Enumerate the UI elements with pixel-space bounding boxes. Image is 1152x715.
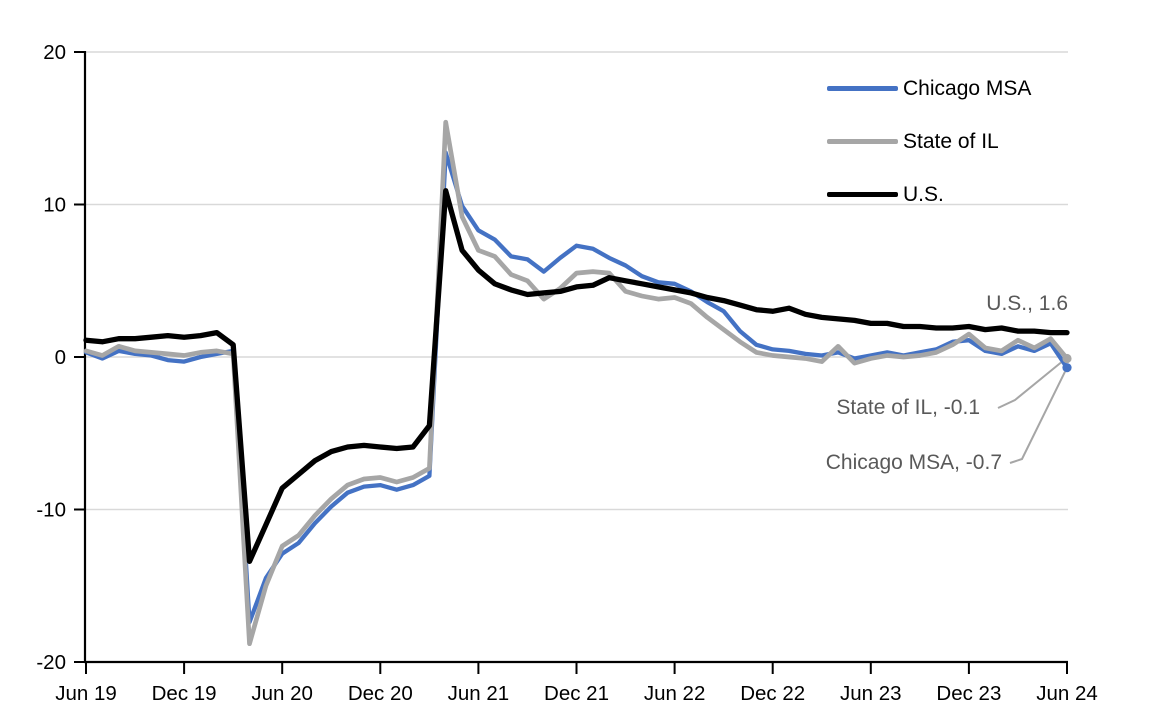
x-tick-label: Jun 21 [448, 682, 510, 705]
legend-label-chicago-msa: Chicago MSA [903, 77, 1032, 100]
annotation-chicago-msa-end-value: Chicago MSA, -0.7 [825, 451, 1002, 474]
legend-line-sample-chicago-msa [827, 86, 898, 91]
x-tick-label: Dec 23 [936, 682, 1001, 705]
legend-line-sample-us [827, 192, 898, 197]
y-tick-label: -10 [36, 499, 66, 522]
legend-line-sample-state-of-il [827, 139, 898, 144]
x-tick-label: Dec 22 [740, 682, 805, 705]
annotation-state-of-il-end-value: State of IL, -0.1 [836, 396, 980, 419]
leader-line-state-of-il [997, 361, 1062, 409]
legend: Chicago MSA State of IL U.S. [827, 62, 1031, 221]
y-tick-label: 20 [43, 41, 66, 64]
x-tick-label: Dec 19 [152, 682, 217, 705]
x-tick-label: Dec 21 [544, 682, 609, 705]
x-tick-label: Jun 22 [644, 682, 706, 705]
x-tick-label: Jun 24 [1036, 682, 1098, 705]
annotation-us-end-value: U.S., 1.6 [986, 292, 1068, 315]
y-tick-label: 10 [43, 194, 66, 217]
series-line-state-of-il [83, 119, 1070, 647]
y-tick-label: 0 [55, 346, 66, 369]
leader-line-chicago-msa [1009, 371, 1066, 464]
x-tick-label: Jun 20 [251, 682, 313, 705]
x-tick-label: Jun 23 [840, 682, 902, 705]
legend-item-chicago-msa: Chicago MSA [827, 62, 1031, 115]
series-end-marker-state-of-il [1062, 353, 1072, 364]
y-tick-label: -20 [36, 651, 66, 674]
legend-label-state-of-il: State of IL [903, 130, 999, 153]
series-end-marker-chicago-msa [1062, 363, 1072, 373]
x-tick-label: Jun 19 [55, 682, 117, 705]
legend-label-us: U.S. [903, 183, 944, 206]
legend-item-state-of-il: State of IL [827, 115, 1031, 168]
series-line-u-s [83, 188, 1070, 565]
x-tick-label: Dec 20 [348, 682, 413, 705]
legend-item-us: U.S. [827, 168, 1031, 221]
